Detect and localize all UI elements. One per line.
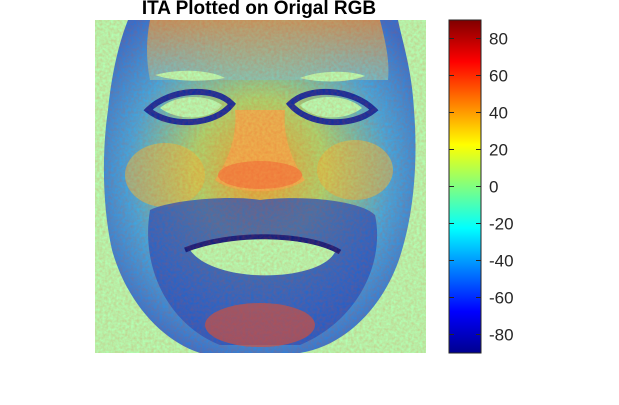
colorbar: -80 -60 -40 -20 0 20 40 60 80 (448, 19, 514, 354)
colorbar-tick-label: 0 (489, 178, 498, 197)
colorbar-ticks: -80 -60 -40 -20 0 20 40 60 80 (449, 30, 514, 345)
colorbar-tick-label: -40 (489, 252, 514, 271)
colorbar-tick-label: -20 (489, 215, 514, 234)
colorbar-tick-label: 60 (489, 67, 508, 86)
colorbar-tick-label: 40 (489, 104, 508, 123)
colorbar-gradient (449, 20, 481, 353)
colorbar-tick-label: 80 (489, 30, 508, 49)
colorbar-tick-label: -80 (489, 326, 514, 345)
speckle-texture (95, 20, 426, 353)
colorbar-tick-label: -60 (489, 289, 514, 308)
colorbar-tick-label: 20 (489, 141, 508, 160)
heatmap-image (95, 20, 426, 353)
chart-title: ITA Plotted on Origal RGB (142, 0, 376, 19)
